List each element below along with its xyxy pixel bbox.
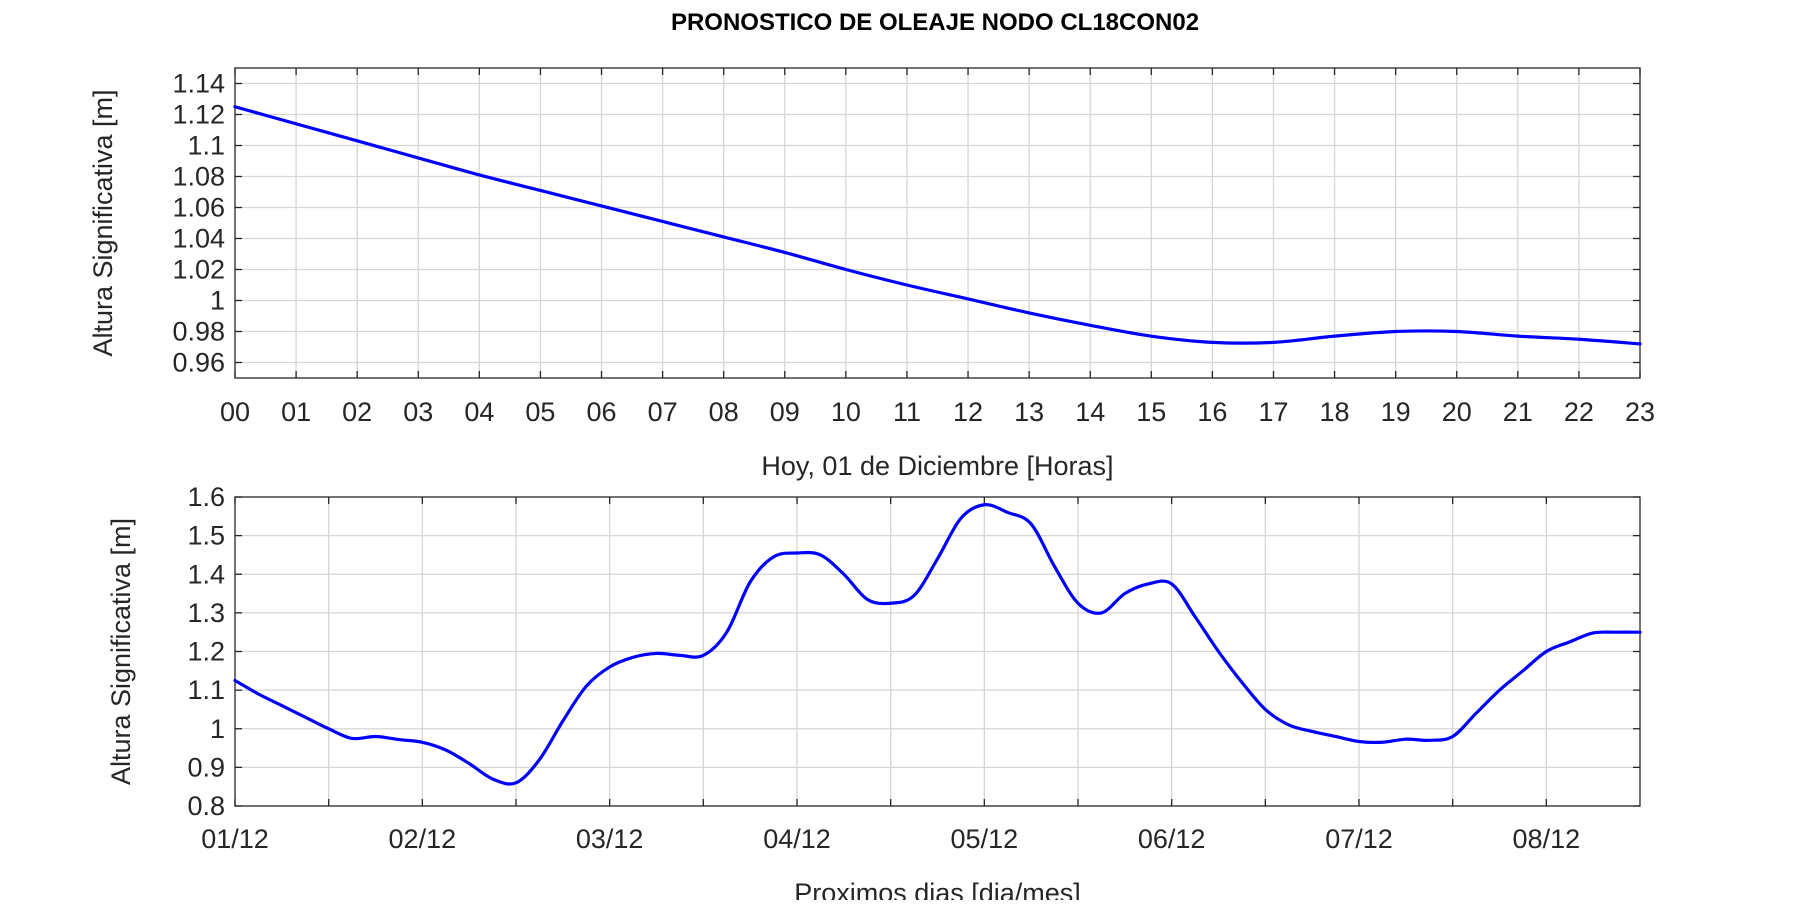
top-y-tick-label: 0.96 xyxy=(172,348,225,378)
top-x-axis-label: Hoy, 01 de Diciembre [Horas] xyxy=(761,451,1113,481)
top-x-tick-label: 00 xyxy=(220,397,250,427)
top-x-tick-label: 12 xyxy=(953,397,983,427)
top-y-tick-label: 1 xyxy=(210,286,225,316)
top-x-tick-label: 21 xyxy=(1503,397,1533,427)
bottom-x-tick-label: 06/12 xyxy=(1138,824,1206,854)
top-x-tick-label: 01 xyxy=(281,397,311,427)
top-hourly-plot: 00 01 02 03 04 05 06 07 08 09 10 11 12 13 14 15 16 17 18 19… xyxy=(88,67,1655,481)
top-y-tick-label: 1.08 xyxy=(172,162,225,192)
top-axes-frame xyxy=(234,67,1641,379)
top-y-tick-label: 1.02 xyxy=(172,255,225,285)
top-x-tick-label: 05 xyxy=(525,397,555,427)
top-x-tick-label: 10 xyxy=(831,397,861,427)
top-x-tick-label: 16 xyxy=(1197,397,1227,427)
bottom-y-tick-label: 1.4 xyxy=(187,559,225,589)
top-x-tick-label: 17 xyxy=(1258,397,1288,427)
top-x-tick-label: 13 xyxy=(1014,397,1044,427)
bottom-x-tick-label: 01/12 xyxy=(201,824,269,854)
top-x-tick-label: 20 xyxy=(1442,397,1472,427)
top-y-tick-label: 1.12 xyxy=(172,100,225,130)
bottom-y-tick-label: 0.8 xyxy=(187,791,225,821)
top-wave-height-line xyxy=(233,105,1642,346)
top-y-axis-label: Altura Significativa [m] xyxy=(88,89,118,356)
bottom-x-tick-label: 05/12 xyxy=(951,824,1019,854)
top-x-tick-label: 11 xyxy=(893,397,921,427)
top-x-tick-label: 14 xyxy=(1075,397,1105,427)
bottom-x-tick-label: 04/12 xyxy=(763,824,831,854)
bottom-x-tick-label: 08/12 xyxy=(1513,824,1581,854)
bottom-y-tick-label: 1.3 xyxy=(187,598,225,628)
top-x-tick-label: 23 xyxy=(1625,397,1655,427)
top-y-tick-label: 1.04 xyxy=(172,224,225,254)
bottom-x-tick-label: 02/12 xyxy=(389,824,457,854)
bottom-y-axis-label: Altura Significativa [m] xyxy=(106,518,136,785)
bottom-y-tick-label: 1 xyxy=(210,714,225,744)
bottom-x-tick-label: 03/12 xyxy=(576,824,644,854)
bottom-daily-plot: 01/12 02/12 03/12 04/12 05/12 06/12 07/12 08/12… xyxy=(106,482,1642,905)
top-x-tick-label: 19 xyxy=(1381,397,1411,427)
top-x-tick-label: 15 xyxy=(1136,397,1166,427)
top-y-tick-label: 0.98 xyxy=(172,317,225,347)
bottom-y-tick-label: 1.2 xyxy=(187,637,225,667)
top-x-tick-label: 22 xyxy=(1564,397,1594,427)
bottom-y-tick-label: 1.5 xyxy=(187,521,225,551)
top-x-tick-label: 02 xyxy=(342,397,372,427)
figure-title: PRONOSTICO DE OLEAJE NODO CL18CON02 xyxy=(671,9,1199,36)
top-y-tick-label: 1.1 xyxy=(187,131,225,161)
top-x-tick-label: 06 xyxy=(586,397,616,427)
bottom-y-tick-label: 1.1 xyxy=(187,675,225,705)
top-x-tick-label: 08 xyxy=(709,397,739,427)
bottom-x-axis-label: Proximos dias [dia/mes] xyxy=(794,878,1081,900)
top-y-tick-label: 1.14 xyxy=(172,69,225,99)
top-x-tick-label: 18 xyxy=(1320,397,1350,427)
top-x-tick-label: 04 xyxy=(464,397,494,427)
top-y-tick-label: 1.06 xyxy=(172,193,225,223)
bottom-y-tick-label: 1.6 xyxy=(187,482,225,512)
top-x-tick-label: 07 xyxy=(648,397,678,427)
bottom-y-tick-label: 0.9 xyxy=(187,752,225,782)
top-x-tick-label: 03 xyxy=(403,397,433,427)
top-x-tick-label: 09 xyxy=(770,397,800,427)
bottom-x-tick-label: 07/12 xyxy=(1325,824,1393,854)
bottom-wave-height-line xyxy=(233,503,1642,786)
